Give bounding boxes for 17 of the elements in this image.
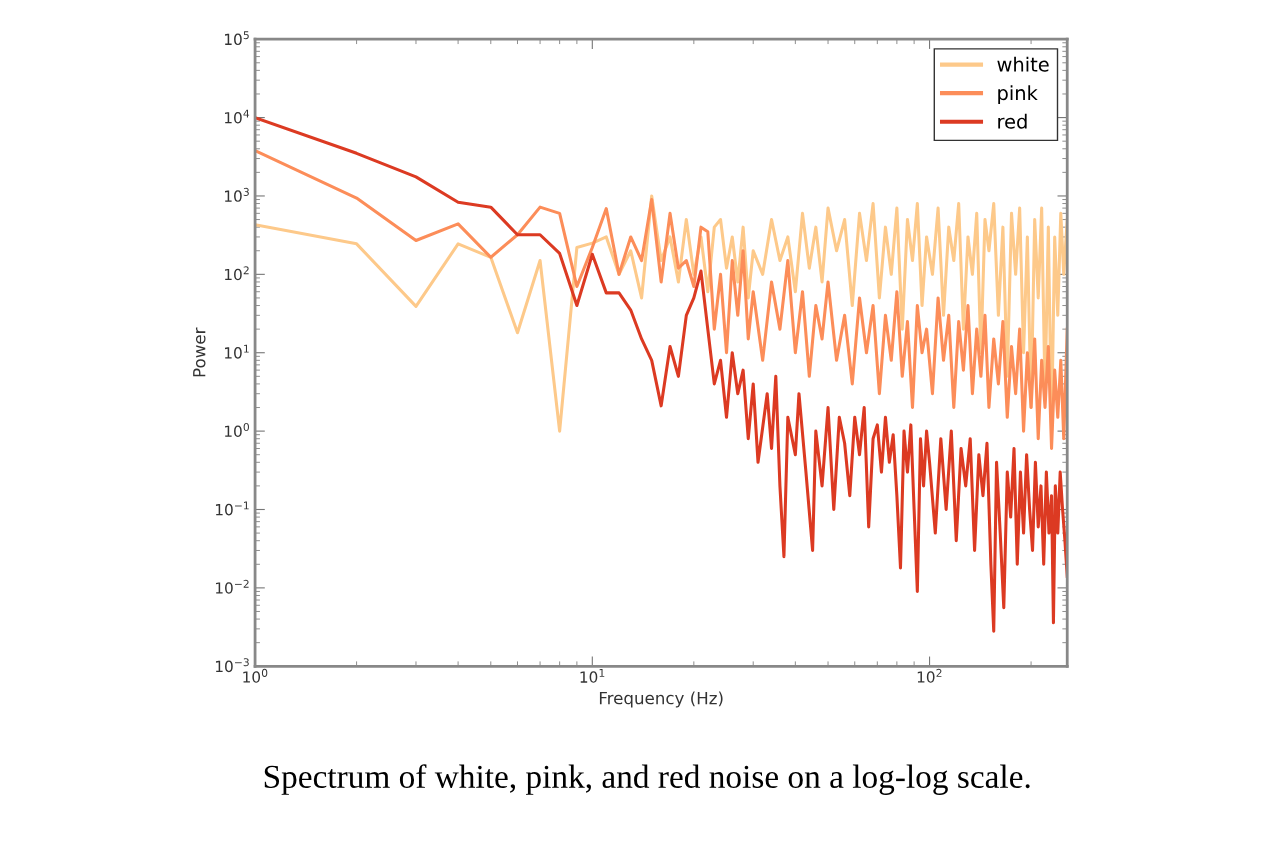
legend-label: pink: [998, 85, 1038, 105]
x-tick-label: 10$^{1}$: [580, 668, 605, 683]
x-tick-label: 10$^{0}$: [243, 668, 268, 683]
x-tick-label: 10$^{2}$: [917, 668, 942, 683]
text: Spectrum of white, pink, and red noise on a log-log scale.: [264, 764, 1030, 795]
legend-label: white: [997, 56, 1049, 72]
y-tick-label: 10$^{3}$: [225, 187, 249, 202]
y-tick-label: 10$^{−1}$: [215, 501, 249, 516]
y-tick-label: 10$^{5}$: [225, 31, 249, 46]
y-tick-label: 10$^{1}$: [225, 344, 249, 359]
legend-label: red: [998, 113, 1027, 129]
y-axis-title: Power: [193, 327, 206, 377]
x-axis-title: Frequency (Hz): [599, 691, 723, 708]
y-tick-label: 10$^{4}$: [225, 109, 250, 124]
y-tick-label: 10$^{0}$: [225, 423, 249, 438]
y-tick-label: 10$^{−2}$: [215, 579, 249, 594]
y-tick-label: 10$^{2}$: [225, 266, 249, 281]
